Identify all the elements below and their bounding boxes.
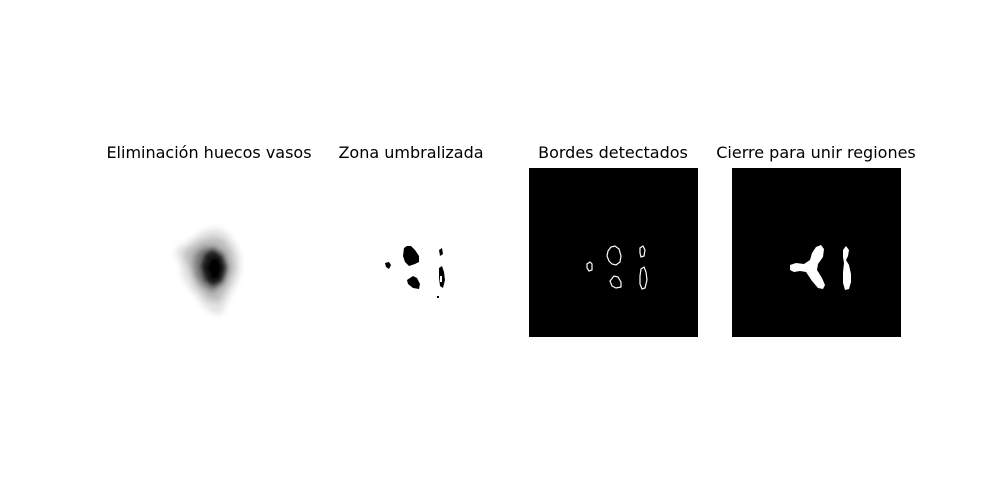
- grayscale-lesion-image: [125, 168, 294, 337]
- panel-4-image: [732, 168, 901, 337]
- thresholded-zone-image: [327, 168, 496, 337]
- panel-2-image: [327, 168, 496, 337]
- panel-3-title: Bordes detectados: [538, 143, 688, 162]
- panel-2-title: Zona umbralizada: [338, 143, 484, 162]
- panel-3-image: [529, 168, 698, 337]
- detected-edges-image: [529, 168, 698, 337]
- closed-regions-image: [732, 168, 901, 337]
- panel-4-title: Cierre para unir regiones: [716, 143, 916, 162]
- panel-1-image: [125, 168, 294, 337]
- panel-1-title: Eliminación huecos vasos: [106, 143, 312, 162]
